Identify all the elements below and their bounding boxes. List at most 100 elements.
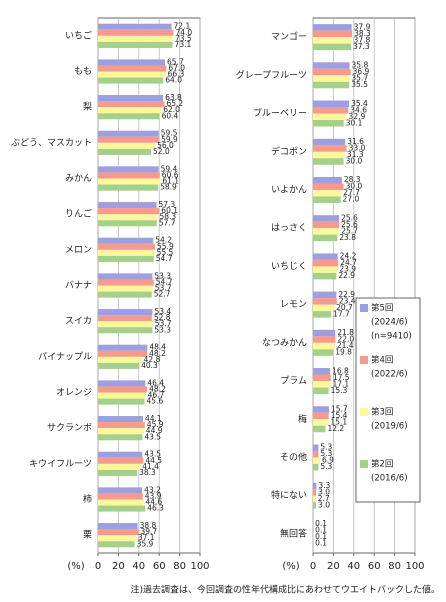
value-label: 37.3 [353,42,370,51]
value-label: 0.1 [315,526,327,535]
bar [98,279,154,286]
value-label: 38.3 [139,468,156,477]
bar [313,342,335,350]
bar [313,444,319,451]
bar [98,178,161,185]
value-label: 16.8 [332,366,349,375]
value-label: 5.3 [320,443,332,452]
value-label: 60.4 [162,111,179,120]
value-label: 37.8 [354,35,371,44]
value-label: 27.0 [343,195,360,204]
value-label: 19.8 [335,348,352,357]
category-label: 無回答 [280,527,307,539]
value-label: 3.0 [318,487,330,496]
value-label: 52.7 [154,290,171,299]
bar [98,321,153,328]
value-label: 45.9 [147,420,164,429]
value-label: 24.7 [340,258,357,267]
category-label: 特にない [271,489,307,501]
value-label: 15.4 [331,411,348,420]
bar [98,362,140,369]
value-label: 0.1 [315,532,327,541]
value-label: 22.9 [338,290,355,299]
category-label: 梅 [298,413,307,425]
x-axis-label: (%) [67,561,84,572]
category-label: サクランボ [47,423,92,434]
x-tick-label: 40 [347,561,360,572]
category-label: デコポン [271,145,307,157]
bar [98,142,156,149]
bar [313,450,319,458]
value-label: 17.5 [333,373,350,382]
bar [98,523,138,530]
value-label: 48.2 [149,349,166,358]
category-label: もも [74,66,92,77]
bar [313,495,316,503]
bar [313,68,351,76]
category-label: プラム [280,376,307,387]
value-label: 6.9 [322,456,334,465]
bar [98,273,153,280]
bar [313,336,336,343]
value-label: 30.0 [346,156,363,165]
bar [98,535,136,542]
bar [98,350,148,357]
value-label: 38.8 [140,521,157,530]
value-label: 2.7 [318,494,330,503]
bar [98,327,153,334]
value-label: 36.9 [353,67,370,76]
footnote: 注)過去調査は、今回調査の性年代構成比にあわせてウエイトバックした値。 [130,584,440,596]
value-label: 30.0 [346,182,363,191]
bar [98,214,158,221]
value-label: 43.5 [144,450,161,459]
value-label: 23.9 [339,265,356,274]
value-label: 55.9 [157,242,174,251]
legend-period: (2016/6) [371,474,408,484]
value-label: 39.7 [140,527,157,536]
category-label: 栗 [83,530,92,541]
legend-swatch [360,304,368,312]
x-tick-label: 60 [153,561,166,572]
value-label: 66.3 [168,70,185,79]
legend-label: 第2回 [371,459,393,470]
category-label: マンゴー [271,31,307,43]
bar [98,541,135,548]
value-label: 46.7 [148,391,165,400]
category-label: ぶどう、マスカット [11,137,92,148]
bar [98,136,160,143]
value-label: 60.1 [161,206,178,215]
bar [98,463,141,470]
value-label: 59.9 [161,135,178,144]
bar [313,75,350,82]
bar [98,428,144,435]
bar [313,158,344,165]
value-label: 55.5 [157,248,174,257]
value-label: 53.7 [155,284,172,293]
bar [313,62,350,69]
bar [98,380,146,387]
bar [313,81,350,89]
bar [313,259,339,267]
bar [98,416,143,423]
value-label: 25.6 [341,213,358,222]
value-label: 54.2 [155,236,172,245]
legend-label: 第5回 [371,303,393,314]
value-label: 17.7 [333,309,350,318]
x-tick-label: 20 [112,561,125,572]
bar [98,101,165,108]
category-label: グレープフルーツ [236,69,307,81]
x-tick-label: 100 [190,561,209,572]
value-label: 44.9 [146,426,163,435]
value-label: 73.1 [175,40,192,49]
x-axis-label: (%) [282,561,299,572]
bar [313,30,353,38]
value-label: 48.4 [149,343,166,352]
bar [313,272,337,280]
value-label: 35.8 [352,61,369,70]
bar [98,457,144,464]
category-label: いよかん [271,184,307,195]
category-label: なつみかん [262,337,307,348]
bar [313,298,337,305]
bar [98,29,174,36]
value-label: 44.5 [145,456,162,465]
